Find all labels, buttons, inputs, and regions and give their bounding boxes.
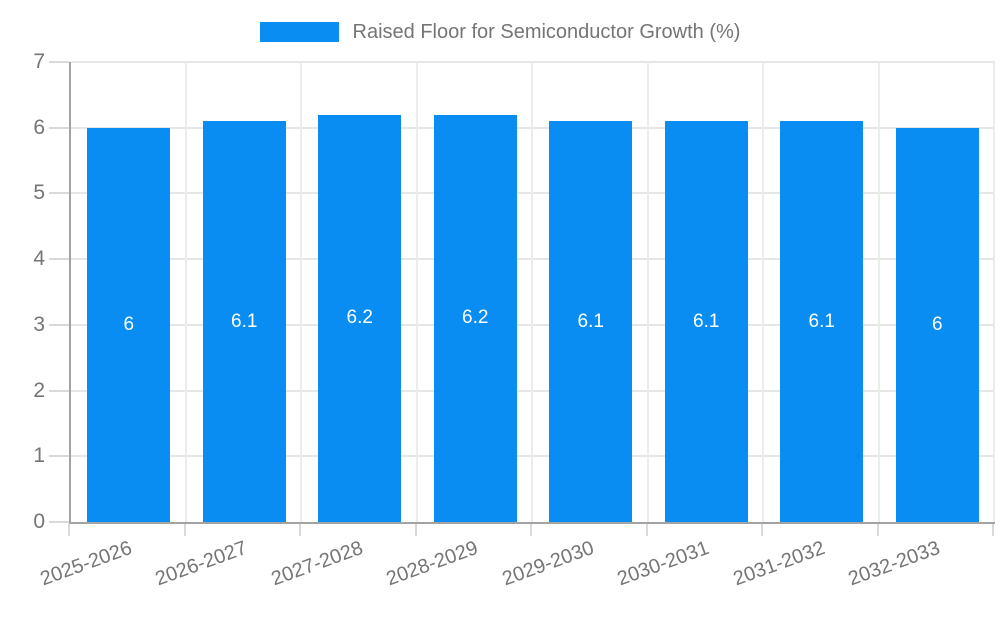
bar-chart: Raised Floor for Semiconductor Growth (%… (0, 20, 1000, 591)
gridline-horizontal (71, 323, 995, 326)
bar-2029-2030[interactable]: 6.1 (549, 121, 633, 522)
y-axis-tick-label: 3 (33, 312, 45, 336)
x-axis-tick-mark (761, 524, 763, 536)
bar-value-label: 6.2 (462, 307, 489, 329)
bar-value-label: 6.1 (693, 310, 720, 332)
y-axis-tick-mark (49, 61, 69, 63)
bar-value-label: 6 (931, 313, 943, 335)
bar-2030-2031[interactable]: 6.1 (664, 121, 748, 522)
bar-value-label: 6.2 (346, 307, 373, 329)
gridline-vertical (646, 62, 649, 522)
bar-2027-2028[interactable]: 6.2 (318, 114, 402, 522)
gridline-horizontal (71, 61, 995, 63)
x-axis-tick-mark (645, 524, 648, 536)
gridline-vertical (877, 62, 880, 522)
bar-2028-2029[interactable]: 6.2 (433, 114, 517, 522)
x-axis-label-2029-2030: 2029-2030 (499, 536, 597, 591)
bar-value-label: 6.1 (577, 310, 604, 332)
y-axis-tick-mark (49, 323, 69, 326)
bar-value-label: 6 (123, 313, 135, 335)
x-axis-tick-mark (992, 524, 994, 536)
gridline-horizontal (71, 455, 995, 458)
bar-2031-2032[interactable]: 6.1 (780, 121, 864, 522)
x-axis-tick-mark (68, 524, 70, 536)
y-axis-tick-label: 4 (33, 247, 45, 271)
gridline-horizontal (71, 126, 995, 129)
gridline-vertical (531, 62, 533, 522)
y-axis-tick-label: 5 (33, 181, 45, 205)
x-axis-tick-mark (299, 524, 301, 536)
gridline-vertical (993, 62, 995, 522)
x-axis-label-2028-2029: 2028-2029 (383, 536, 482, 591)
bar-value-label: 6.1 (231, 310, 258, 332)
x-axis-tick-mark (530, 524, 532, 536)
x-axis-label-2031-2032: 2031-2032 (730, 536, 828, 591)
y-axis-tick-label: 0 (33, 510, 45, 533)
y-axis-tick-mark (49, 455, 69, 458)
y-axis-tick-label: 1 (33, 444, 45, 468)
gridline-horizontal (71, 258, 995, 261)
plot-area: 6 6.1 6.2 6.2 6.1 6.1 6.1 6 (69, 61, 995, 524)
gridline-horizontal (71, 389, 995, 392)
gridline-vertical (762, 62, 764, 522)
x-axis-label-2026-2027: 2026-2027 (152, 536, 251, 591)
y-axis-tick-mark (49, 521, 69, 523)
gridline-vertical (415, 62, 418, 522)
y-axis-tick-label: 2 (33, 378, 45, 402)
gridline-vertical (184, 62, 187, 522)
chart-legend[interactable]: Raised Floor for Semiconductor Growth (%… (0, 20, 1000, 44)
bar-value-label: 6.1 (808, 310, 835, 332)
bar-2025-2026[interactable]: 6 (87, 127, 171, 522)
gridline-horizontal (71, 192, 995, 195)
x-axis-tick-mark (183, 524, 186, 536)
y-axis-tick-mark (49, 258, 69, 261)
y-axis-tick-mark (49, 389, 69, 392)
y-axis-tick-label: 6 (33, 115, 45, 139)
bar-2026-2027[interactable]: 6.1 (202, 121, 286, 522)
x-axis-tick-mark (876, 524, 879, 536)
x-axis-label-2032-2033: 2032-2033 (845, 536, 944, 591)
y-axis-tick-mark (49, 126, 69, 129)
bar-2032-2033[interactable]: 6 (895, 127, 979, 522)
legend-series-label: Raised Floor for Semiconductor Growth (%… (352, 21, 741, 43)
y-axis-tick-mark (49, 192, 69, 195)
x-axis-label-2030-2031: 2030-2031 (614, 536, 713, 591)
gridline-vertical (300, 62, 302, 522)
y-axis-tick-label: 7 (33, 50, 45, 73)
legend-color-swatch (259, 22, 339, 42)
x-axis-label-2027-2028: 2027-2028 (268, 536, 366, 591)
x-axis-tick-mark (414, 524, 417, 536)
